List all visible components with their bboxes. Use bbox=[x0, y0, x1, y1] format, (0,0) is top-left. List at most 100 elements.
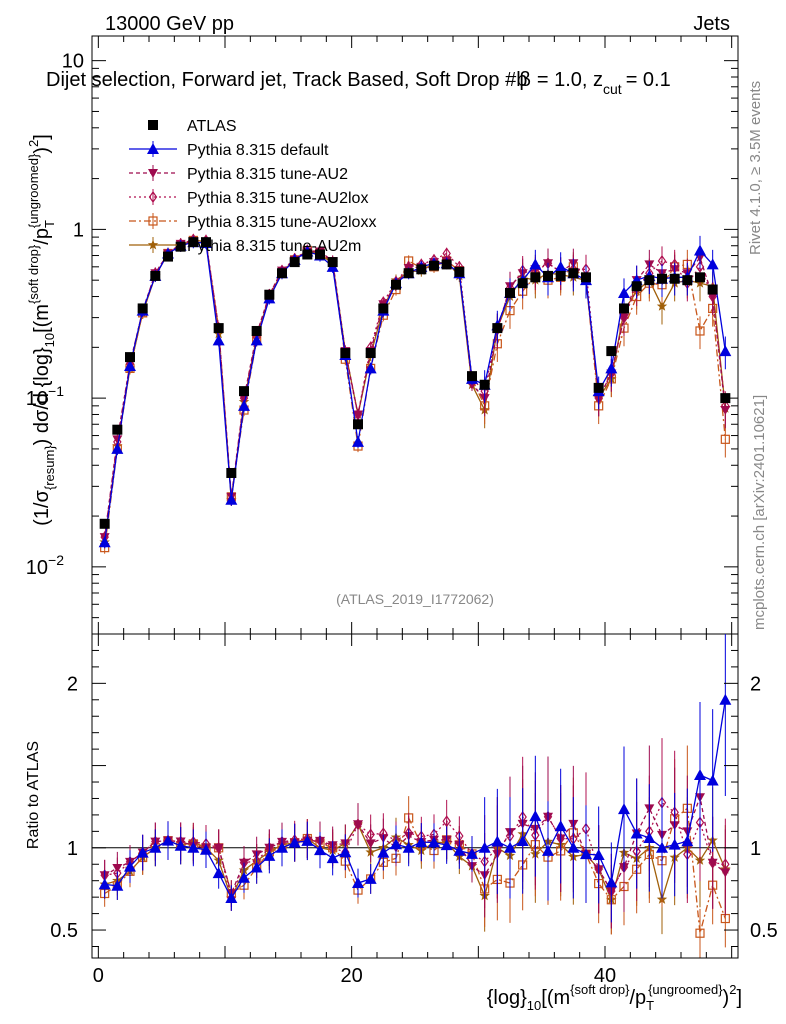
data-point-atlas bbox=[403, 268, 414, 279]
data-point-atlas bbox=[315, 249, 325, 260]
data-point-atlas bbox=[112, 424, 123, 435]
data-point-default bbox=[706, 258, 719, 270]
main-y-tick-label: 10−2 bbox=[26, 552, 64, 579]
legend-marker-au2 bbox=[148, 169, 158, 178]
data-point-atlas bbox=[264, 289, 275, 300]
ratio-point-default bbox=[301, 834, 314, 846]
data-point-atlas bbox=[125, 352, 135, 363]
data-point-default bbox=[98, 536, 111, 548]
ratio-point-default bbox=[352, 877, 364, 889]
ratio-point-default bbox=[212, 867, 225, 879]
ratio-point-default bbox=[440, 839, 453, 851]
ratio-point-default bbox=[174, 839, 187, 851]
data-point-au2loxx bbox=[695, 326, 705, 336]
ratio-point-default bbox=[491, 835, 504, 847]
data-point-atlas bbox=[188, 237, 199, 248]
subtitle-params: = 1.0, z bbox=[537, 69, 603, 91]
ratio-point-default bbox=[580, 848, 592, 860]
legend-label-atlas: ATLAS bbox=[187, 118, 237, 135]
ratio-point-au2 bbox=[353, 820, 363, 830]
data-point-atlas bbox=[644, 275, 655, 286]
ratio-point-default bbox=[288, 836, 301, 848]
data-point-atlas bbox=[441, 259, 452, 270]
ratio-point-default bbox=[656, 841, 668, 853]
data-point-default bbox=[250, 334, 263, 346]
data-point-atlas bbox=[454, 266, 465, 277]
data-point-atlas bbox=[543, 270, 553, 281]
ratio-y-tick-label-right: 1 bbox=[750, 838, 761, 860]
ratio-point-default bbox=[706, 774, 719, 786]
ratio-point-default bbox=[390, 838, 402, 850]
ratio-point-default bbox=[276, 841, 288, 853]
ratio-point-default bbox=[428, 836, 440, 848]
data-point-atlas bbox=[289, 257, 300, 268]
plot-subtitle: Dijet selection, Forward jet, Track Base… bbox=[46, 69, 671, 97]
data-point-atlas bbox=[340, 348, 351, 359]
data-point-atlas bbox=[505, 287, 515, 298]
ratio-point-au2 bbox=[707, 858, 718, 868]
ratio-point-default bbox=[415, 836, 428, 848]
ratio-point-default bbox=[187, 841, 200, 853]
data-point-atlas bbox=[669, 273, 680, 284]
data-point-atlas bbox=[695, 272, 705, 283]
data-point-atlas bbox=[631, 281, 642, 292]
data-point-atlas bbox=[429, 260, 439, 271]
ratio-y-tick-label: 2 bbox=[67, 673, 78, 695]
axes-layer: 0 20 40 10 1 10−1 10−2 2 2 1 1 0.5 0.5 bbox=[26, 36, 778, 987]
ratio-ylabel: Ratio to ATLAS bbox=[25, 741, 42, 849]
main-y-tick-label: 10 bbox=[62, 51, 84, 73]
ratio-point-default bbox=[162, 834, 174, 846]
ratio-point-default bbox=[554, 820, 567, 832]
ratio-point-default bbox=[136, 846, 149, 858]
category-label: Jets bbox=[693, 13, 730, 35]
data-point-default bbox=[719, 345, 732, 357]
data-point-atlas bbox=[150, 270, 161, 281]
data-point-atlas bbox=[137, 303, 148, 314]
data-point-atlas bbox=[568, 268, 579, 279]
data-point-default bbox=[225, 493, 238, 505]
data-point-atlas bbox=[479, 379, 490, 390]
ratio-point-default bbox=[694, 769, 706, 781]
data-point-default bbox=[694, 244, 706, 256]
ratio-point-default bbox=[668, 838, 681, 850]
data-point-atlas bbox=[213, 323, 224, 334]
data-point-default bbox=[212, 334, 225, 346]
ratio-point-default bbox=[250, 861, 263, 873]
ratio-point-default bbox=[681, 835, 694, 847]
subtitle-text: Dijet selection, Forward jet, Track Base… bbox=[46, 69, 527, 91]
data-point-default bbox=[238, 399, 250, 411]
ratio-point-default bbox=[314, 844, 326, 856]
data-point-default bbox=[529, 258, 542, 270]
data-point-atlas bbox=[378, 303, 389, 314]
plot-frames bbox=[91, 35, 739, 959]
legend-label-au2loxx: Pythia 8.315 tune-AU2loxx bbox=[187, 214, 376, 231]
data-point-au2m bbox=[656, 300, 668, 311]
ratio-point-au2loxx bbox=[695, 928, 705, 938]
ratio-point-au2 bbox=[213, 843, 224, 853]
ratio-point-default bbox=[98, 878, 111, 890]
series-au2lox bbox=[100, 233, 730, 929]
x-tick-label: 0 bbox=[93, 965, 104, 987]
ratio-point-default bbox=[377, 846, 390, 858]
ratio-y-tick-label: 0.5 bbox=[50, 920, 78, 942]
data-point-au2 bbox=[353, 410, 363, 420]
data-point-atlas bbox=[277, 268, 287, 279]
main-y-tick-label: 10−1 bbox=[26, 383, 64, 410]
data-point-atlas bbox=[416, 264, 427, 275]
ratio-point-default bbox=[200, 843, 212, 855]
data-point-atlas bbox=[581, 272, 591, 283]
ratio-line-au2m bbox=[104, 822, 726, 902]
analysis-id: (ATLAS_2019_I1772062) bbox=[336, 591, 494, 607]
mcplots-label: mcplots.cern.ch [arXiv:2401.10621] bbox=[751, 395, 768, 630]
data-point-atlas bbox=[327, 257, 338, 268]
ratio-point-default bbox=[592, 848, 605, 860]
rivet-label: Rivet 4.1.0, ≥ 3.5M events bbox=[747, 81, 764, 255]
legend-marker-au2loxx bbox=[148, 216, 158, 226]
data-point-atlas bbox=[201, 237, 211, 248]
energy-label: 13000 GeV pp bbox=[105, 13, 234, 35]
series-layer bbox=[98, 233, 732, 958]
data-point-default bbox=[605, 362, 618, 374]
data-point-atlas bbox=[99, 518, 110, 529]
data-point-default bbox=[618, 286, 630, 298]
